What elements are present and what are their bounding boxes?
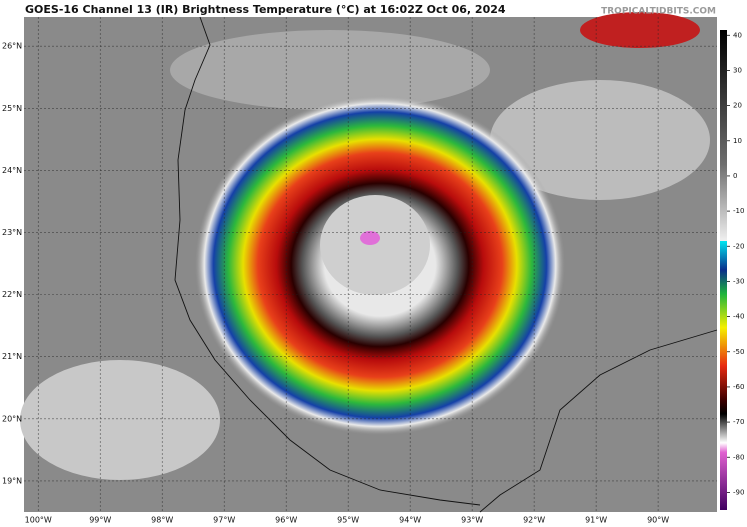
colorbar-label: -80 [733, 453, 744, 461]
lat-label: 25°N [2, 104, 22, 113]
colorbar-label: -60 [733, 383, 744, 391]
coastline [174, 16, 481, 506]
colorbar [720, 30, 727, 510]
cloud [170, 30, 490, 110]
lat-label: 24°N [2, 166, 22, 175]
eye [320, 195, 430, 295]
lat-label: 20°N [2, 414, 22, 423]
title: GOES-16 Channel 13 (IR) Brightness Tempe… [25, 3, 506, 16]
lat-label: 26°N [2, 42, 22, 51]
lat-label: 23°N [2, 228, 22, 237]
colorbar-label: -30 [733, 277, 744, 285]
colorbar-label: 10 [733, 137, 742, 145]
lon-label: 99°W [89, 516, 111, 525]
lon-label: 92°W [523, 516, 545, 525]
coastline [479, 329, 718, 513]
cloud [20, 360, 220, 480]
lat-label: 22°N [2, 290, 22, 299]
cloud [490, 80, 710, 200]
lat-label: 19°N [2, 476, 22, 485]
colorbar-label: -40 [733, 313, 744, 321]
lon-label: 97°W [213, 516, 235, 525]
colorbar-label: 20 [733, 102, 742, 110]
colorbar-label: -20 [733, 242, 744, 250]
lon-label: 93°W [461, 516, 483, 525]
eye-core [360, 231, 380, 245]
colorbar-label: 0 [733, 172, 737, 180]
lon-label: 100°W [25, 516, 52, 525]
lon-label: 98°W [151, 516, 173, 525]
lon-label: 91°W [585, 516, 607, 525]
colorbar-label: -10 [733, 207, 744, 215]
lon-label: 96°W [275, 516, 297, 525]
map [20, 12, 727, 513]
lon-label: 95°W [337, 516, 359, 525]
colorbar-label: -70 [733, 418, 744, 426]
lon-label: 90°W [647, 516, 669, 525]
watermark: TROPICALTIDBITS.COM [601, 7, 716, 17]
colorbar-label: -90 [733, 488, 744, 496]
cloud [580, 12, 700, 48]
lat-label: 21°N [2, 352, 22, 361]
colorbar-label: -50 [733, 348, 744, 356]
colorbar-label: 30 [733, 66, 742, 74]
lon-label: 94°W [399, 516, 421, 525]
colorbar-label: 40 [733, 31, 742, 39]
